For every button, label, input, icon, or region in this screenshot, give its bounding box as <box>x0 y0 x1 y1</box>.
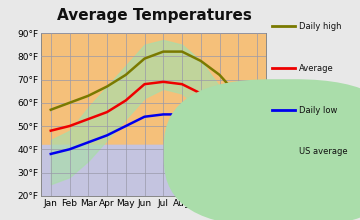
Text: US average: US average <box>299 147 347 156</box>
Text: Daily low: Daily low <box>299 106 337 114</box>
Text: Average: Average <box>299 64 334 73</box>
Text: Daily high: Daily high <box>299 22 341 31</box>
Bar <box>41 145 266 196</box>
Text: Average Temperatures: Average Temperatures <box>57 8 252 23</box>
